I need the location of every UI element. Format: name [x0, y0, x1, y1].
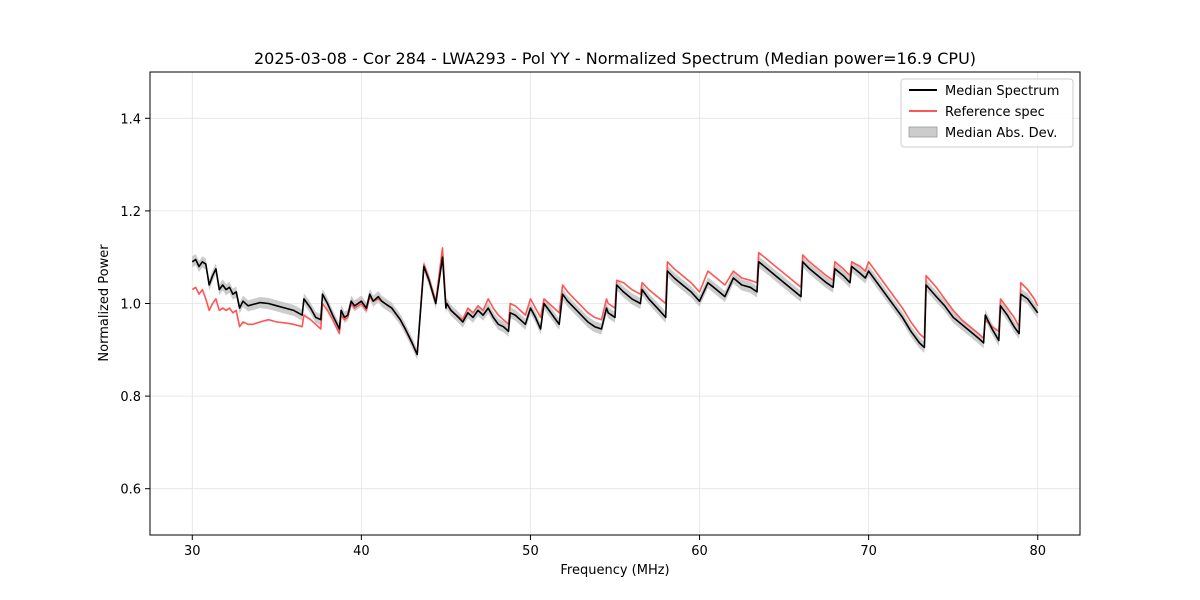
legend-label-mad: Median Abs. Dev. — [945, 126, 1057, 141]
x-tick-label: 60 — [691, 544, 708, 559]
reference-spectrum-line — [191, 247, 1039, 356]
median-spectrum-line — [191, 256, 1039, 356]
x-axis-label: Frequency (MHz) — [560, 563, 669, 578]
y-tick-label: 1.4 — [120, 112, 141, 127]
legend-label-reference: Reference spec — [945, 105, 1045, 120]
x-tick-label: 40 — [353, 544, 370, 559]
mad-band-area — [192, 251, 1038, 360]
series-lines — [191, 247, 1039, 356]
x-tick-label: 50 — [522, 544, 539, 559]
x-tick-label: 70 — [860, 544, 877, 559]
mad-band — [192, 251, 1038, 360]
legend-box — [900, 78, 1074, 148]
chart-title: 2025-03-08 - Cor 284 - LWA293 - Pol YY -… — [254, 49, 976, 68]
y-axis: 0.6 0.8 1.0 1.2 1.4 — [120, 112, 150, 498]
x-tick-label: 30 — [184, 544, 201, 559]
legend-swatch-mad — [908, 126, 938, 138]
legend-label-median: Median Spectrum — [945, 84, 1059, 99]
y-axis-label: Normalized Power — [97, 244, 112, 362]
y-tick-label: 0.8 — [120, 390, 141, 405]
y-tick-label: 0.6 — [120, 483, 141, 498]
x-axis: 30 40 50 60 70 80 — [184, 535, 1046, 559]
legend: Median Spectrum Reference spec Median Ab… — [900, 78, 1074, 148]
y-tick-label: 1.0 — [120, 298, 141, 313]
y-tick-label: 1.2 — [120, 205, 141, 220]
x-tick-label: 80 — [1029, 544, 1046, 559]
